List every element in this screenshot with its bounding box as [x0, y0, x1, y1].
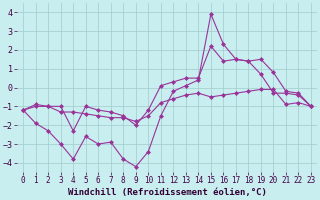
- X-axis label: Windchill (Refroidissement éolien,°C): Windchill (Refroidissement éolien,°C): [68, 188, 267, 197]
